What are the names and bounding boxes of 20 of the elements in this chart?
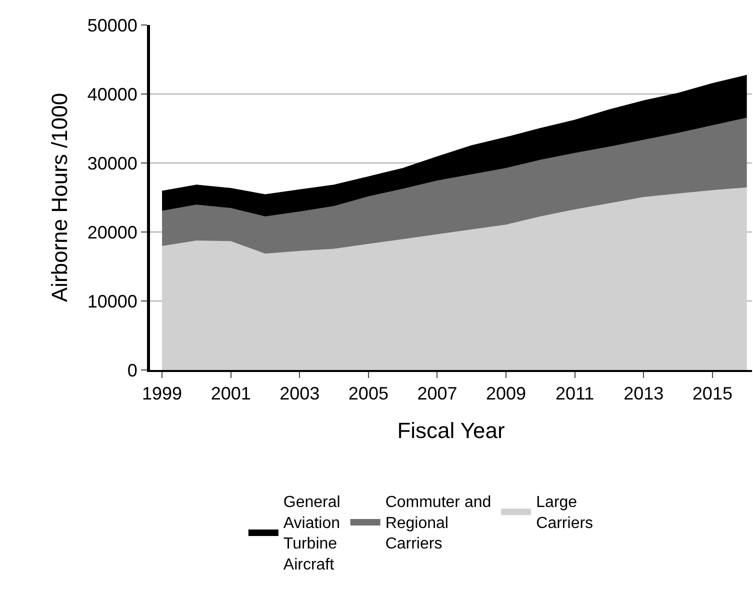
x-tick-label: 2013 [624, 384, 664, 404]
legend-label: General Aviation Turbine Aircraft [283, 494, 340, 574]
y-axis-title: Airborne Hours /1000 [47, 92, 72, 302]
y-tick-label: 20000 [87, 222, 138, 242]
x-tick-label: 2015 [692, 384, 732, 404]
y-tick-label: 30000 [87, 153, 138, 174]
legend-label: Large Carriers [536, 494, 594, 532]
y-tick-label: 10000 [87, 291, 138, 312]
x-tick-label: 2003 [280, 384, 320, 404]
x-axis-title: Fiscal Year [397, 418, 505, 443]
y-tick-label: 0 [127, 360, 138, 380]
x-tick-label: 2009 [486, 384, 526, 404]
x-tick-label: 2005 [348, 384, 388, 404]
y-tick-label: 50000 [87, 15, 138, 36]
x-tick-label: 2001 [210, 384, 251, 404]
legend-label: Commuter and Regional Carriers [385, 494, 492, 553]
y-tick-label: 40000 [87, 84, 138, 104]
x-tick-label: 2007 [417, 384, 458, 404]
x-tick-label: 1999 [142, 384, 182, 404]
x-tick-label: 2011 [555, 384, 594, 404]
